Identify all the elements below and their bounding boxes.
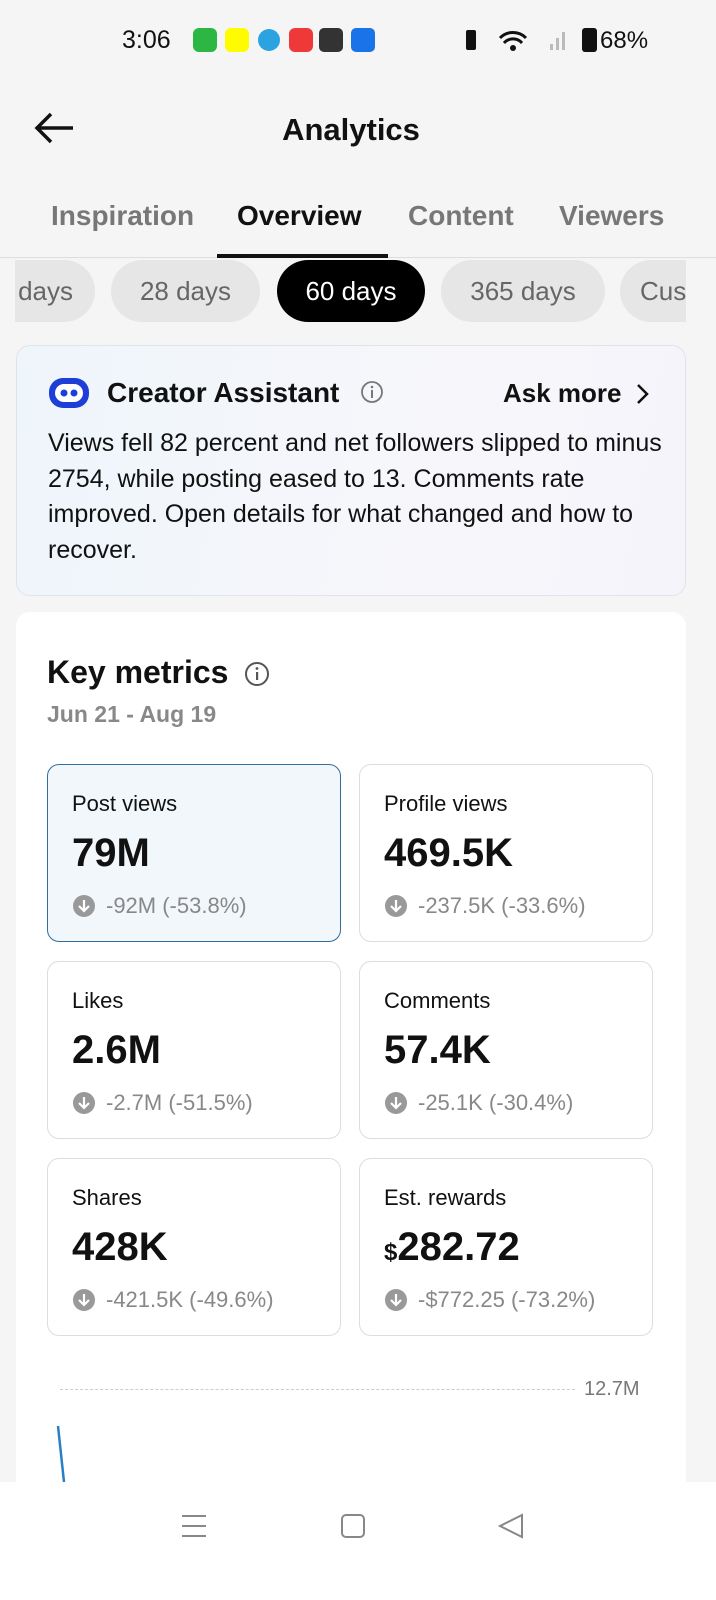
metric-value: 428K [72,1225,168,1270]
page-title: Analytics [282,112,420,147]
change-text: -92M (-53.8%) [106,893,247,918]
chart-line [56,1425,66,1483]
tab-indicator [217,254,388,258]
metric-label: Post views [72,791,178,816]
metric-card[interactable]: Shares 428K -421.5K (-49.6%) [47,1158,341,1336]
chevron [637,384,649,404]
value: 469.5K [384,831,513,875]
system-icons [466,28,597,52]
metric-label: Est. rewards [384,1185,507,1210]
assistant-text: Views fell 82 percent and net followers … [48,429,662,564]
metric-value: $282.72 [384,1225,520,1270]
back-button[interactable] [33,110,77,146]
grid-line [60,1389,575,1390]
range-row: days 28 days 60 days 365 days Cus [15,0,686,340]
metric-value: 469.5K [384,831,513,876]
change-text: -25.1K (-30.4%) [418,1090,574,1115]
metric-change: -237.5K (-33.6%) [384,893,586,919]
down-icon [385,895,407,917]
range-chip[interactable]: days [15,260,95,322]
value: 79M [72,831,150,875]
change-text: -2.7M (-51.5%) [106,1090,253,1115]
range-chip[interactable]: Cus [620,260,686,322]
metric-change: -2.7M (-51.5%) [72,1090,253,1116]
range-chip[interactable]: 365 days [441,260,605,322]
tab[interactable]: Content [408,200,514,231]
down-icon [73,1289,95,1311]
value: 57.4K [384,1028,491,1072]
down-icon [385,1289,407,1311]
metric-card[interactable]: Est. rewards $282.72 -$772.25 (-73.2%) [359,1158,653,1336]
assistant-title: Creator Assistant [107,377,340,408]
metric-card[interactable]: Comments 57.4K -25.1K (-30.4%) [359,961,653,1139]
tab[interactable]: Overview [237,200,362,231]
metric-change: -92M (-53.8%) [72,893,247,919]
time: 3:06 [122,26,171,54]
ask-more[interactable]: Ask more [503,378,622,408]
down-icon [385,1092,407,1114]
change-text: -237.5K (-33.6%) [418,893,586,918]
currency: $ [384,1239,398,1266]
down-icon [73,1092,95,1114]
value: 428K [72,1225,168,1269]
tab[interactable]: Inspiration [51,200,195,231]
axis-label: 12.7M [584,1378,640,1400]
down-icon [73,895,95,917]
value: 282.72 [397,1225,520,1269]
metric-change: -25.1K (-30.4%) [384,1090,573,1116]
metric-label: Shares [72,1185,142,1210]
metric-change: -$772.25 (-73.2%) [384,1287,595,1313]
assistant-icon [49,378,89,408]
metric-card[interactable]: Profile views 469.5K -237.5K (-33.6%) [359,764,653,942]
assistant-card[interactable]: Creator Assistant Ask more Views fell 82… [16,345,686,596]
nav-bar [0,1482,716,1600]
metric-value: 57.4K [384,1028,491,1073]
metric-change: -421.5K (-49.6%) [72,1287,274,1313]
metric-value: 79M [72,831,150,876]
metric-label: Likes [72,988,124,1013]
metrics-panel: Key metrics Jun 21 - Aug 19 Post views 79… [16,612,686,1512]
change-text: -421.5K (-49.6%) [106,1287,274,1312]
range-chip[interactable]: 60 days [277,260,425,322]
metric-label: Comments [384,988,491,1013]
battery: 68% [600,27,649,54]
notification-icons [193,28,375,52]
range-chip[interactable]: 28 days [111,260,260,322]
metric-value: 2.6M [72,1028,161,1073]
metric-card[interactable]: Post views 79M -92M (-53.8%) [47,764,341,942]
change-text: -$772.25 (-73.2%) [418,1287,596,1312]
metric-card[interactable]: Likes 2.6M -2.7M (-51.5%) [47,961,341,1139]
tab[interactable]: Viewers [559,200,665,231]
info-icon[interactable] [360,380,384,404]
value: 2.6M [72,1028,161,1072]
info-icon[interactable] [244,661,270,687]
metric-label: Profile views [384,791,508,816]
nav-buttons[interactable] [180,1512,540,1542]
date-range: Jun 21 - Aug 19 [47,701,217,727]
section-title: Key metrics [47,654,229,690]
